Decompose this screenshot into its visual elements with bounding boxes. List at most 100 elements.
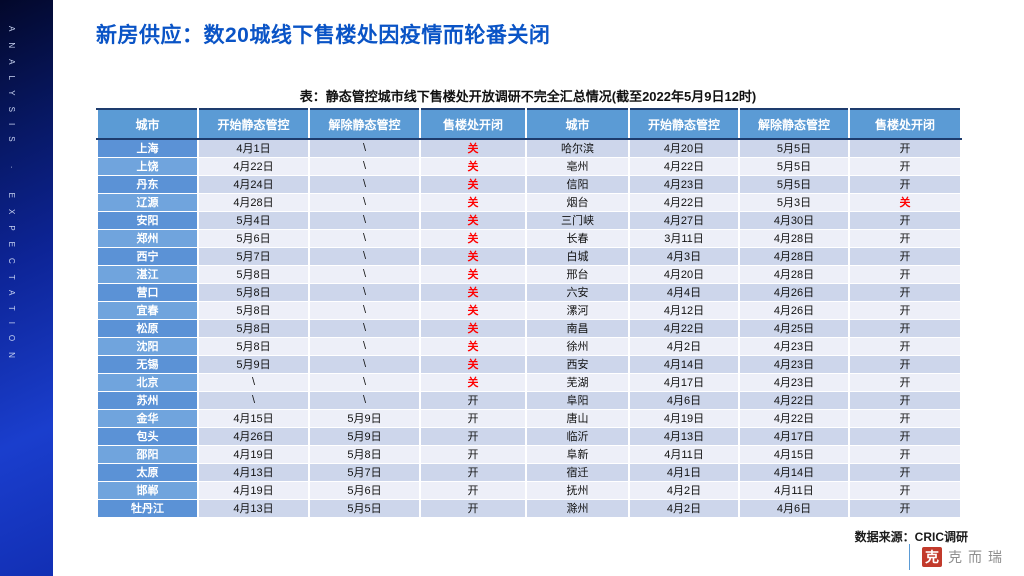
date-cell: 4月27日 <box>628 210 740 230</box>
status-cell: 开 <box>848 408 962 428</box>
date-cell: 5月7日 <box>308 462 421 482</box>
city-cell: 松原 <box>96 318 199 338</box>
date-cell: 4月22日 <box>628 318 740 338</box>
date-cell: \ <box>308 300 421 320</box>
date-cell: 5月9日 <box>308 408 421 428</box>
date-cell: 4月6日 <box>738 498 850 518</box>
table-row: 营口 5月8日 \ 关六安 4月4日 4月26日开 <box>96 282 962 302</box>
date-cell: 5月5日 <box>738 174 850 194</box>
date-cell: 4月6日 <box>628 390 740 410</box>
status-cell: 开 <box>419 462 527 482</box>
date-cell: 4月12日 <box>628 300 740 320</box>
city-cell-right: 哈尔滨 <box>525 138 630 158</box>
date-cell: 5月8日 <box>308 444 421 464</box>
date-cell: 4月20日 <box>628 138 740 158</box>
status-cell: 开 <box>848 138 962 158</box>
status-cell: 关 <box>419 300 527 320</box>
date-cell: 4月3日 <box>628 246 740 266</box>
city-cell-right: 临沂 <box>525 426 630 446</box>
date-cell: 4月11日 <box>628 444 740 464</box>
table-row: 松原 5月8日 \ 关南昌 4月22日 4月25日开 <box>96 318 962 338</box>
city-cell-right: 西安 <box>525 354 630 374</box>
city-cell: 邵阳 <box>96 444 199 464</box>
date-cell: 4月13日 <box>197 462 310 482</box>
table-row: 湛江 5月8日 \ 关邢台 4月20日 4月28日开 <box>96 264 962 284</box>
status-cell: 开 <box>848 156 962 176</box>
city-cell: 无锡 <box>96 354 199 374</box>
table-row: 太原 4月13日 5月7日开宿迁 4月1日 4月14日开 <box>96 462 962 482</box>
table-row: 北京 \ \ 关芜湖 4月17日 4月23日开 <box>96 372 962 392</box>
table-row: 宜春 5月8日 \ 关漯河 4月12日 4月26日开 <box>96 300 962 320</box>
date-cell: 4月26日 <box>738 282 850 302</box>
status-cell: 关 <box>419 336 527 356</box>
date-cell: \ <box>308 336 421 356</box>
date-cell: 4月26日 <box>738 300 850 320</box>
status-cell: 开 <box>848 462 962 482</box>
date-cell: \ <box>308 138 421 158</box>
city-cell-right: 南昌 <box>525 318 630 338</box>
date-cell: 5月5日 <box>308 498 421 518</box>
date-cell: 4月17日 <box>628 372 740 392</box>
date-cell: 4月14日 <box>738 462 850 482</box>
city-cell: 牡丹江 <box>96 498 199 518</box>
status-cell: 开 <box>848 210 962 230</box>
column-header: 城市 <box>525 108 630 140</box>
date-cell: \ <box>308 282 421 302</box>
date-cell: 5月8日 <box>197 318 310 338</box>
status-cell: 关 <box>848 192 962 212</box>
date-cell: 3月11日 <box>628 228 740 248</box>
status-cell: 开 <box>419 426 527 446</box>
city-cell-right: 芜湖 <box>525 372 630 392</box>
date-cell: 5月3日 <box>738 192 850 212</box>
status-cell: 开 <box>419 480 527 500</box>
table-row: 邯郸 4月19日 5月6日开抚州 4月2日 4月11日开 <box>96 480 962 500</box>
status-cell: 开 <box>848 426 962 446</box>
date-cell: 4月1日 <box>628 462 740 482</box>
date-cell: 4月17日 <box>738 426 850 446</box>
date-cell: \ <box>197 390 310 410</box>
column-header: 解除静态管控 <box>308 108 421 140</box>
table-header-row: 城市 开始静态管控 解除静态管控 售楼处开闭 城市 开始静态管控 解除静态管控 售楼处开闭 <box>96 108 962 140</box>
status-cell: 关 <box>419 246 527 266</box>
column-header: 开始静态管控 <box>628 108 740 140</box>
left-gradient-sidebar: ANALYSIS · EXPECTATION <box>0 0 53 576</box>
table-row: 苏州 \ \ 开阜阳 4月6日 4月22日开 <box>96 390 962 410</box>
status-cell: 关 <box>419 192 527 212</box>
date-cell: 4月23日 <box>628 174 740 194</box>
date-cell: \ <box>308 174 421 194</box>
city-cell: 太原 <box>96 462 199 482</box>
date-cell: \ <box>197 372 310 392</box>
city-cell: 上饶 <box>96 156 199 176</box>
date-cell: 4月28日 <box>197 192 310 212</box>
column-header: 解除静态管控 <box>738 108 850 140</box>
table-row: 邵阳 4月19日 5月8日开阜新 4月11日 4月15日开 <box>96 444 962 464</box>
status-cell: 开 <box>848 498 962 518</box>
city-cell-right: 阜新 <box>525 444 630 464</box>
date-cell: 4月23日 <box>738 372 850 392</box>
city-cell: 金华 <box>96 408 199 428</box>
date-cell: \ <box>308 264 421 284</box>
date-cell: 5月9日 <box>197 354 310 374</box>
status-cell: 关 <box>419 282 527 302</box>
date-cell: 4月28日 <box>738 246 850 266</box>
city-cell: 营口 <box>96 282 199 302</box>
status-cell: 开 <box>848 174 962 194</box>
logo-divider-line <box>909 544 910 570</box>
status-cell: 开 <box>848 354 962 374</box>
date-cell: 4月26日 <box>197 426 310 446</box>
cric-logo-text: 克而瑞 <box>948 549 1008 565</box>
city-cell: 上海 <box>96 138 199 158</box>
date-cell: 5月4日 <box>197 210 310 230</box>
city-cell: 沈阳 <box>96 336 199 356</box>
status-cell: 关 <box>419 138 527 158</box>
city-cell-right: 阜阳 <box>525 390 630 410</box>
status-cell: 开 <box>848 228 962 248</box>
city-cell-right: 唐山 <box>525 408 630 428</box>
date-cell: 4月14日 <box>628 354 740 374</box>
status-cell: 开 <box>419 390 527 410</box>
table-row: 郑州 5月6日 \ 关长春 3月11日 4月28日开 <box>96 228 962 248</box>
status-cell: 关 <box>419 372 527 392</box>
city-cell: 苏州 <box>96 390 199 410</box>
city-cell-right: 亳州 <box>525 156 630 176</box>
date-cell: 4月23日 <box>738 336 850 356</box>
